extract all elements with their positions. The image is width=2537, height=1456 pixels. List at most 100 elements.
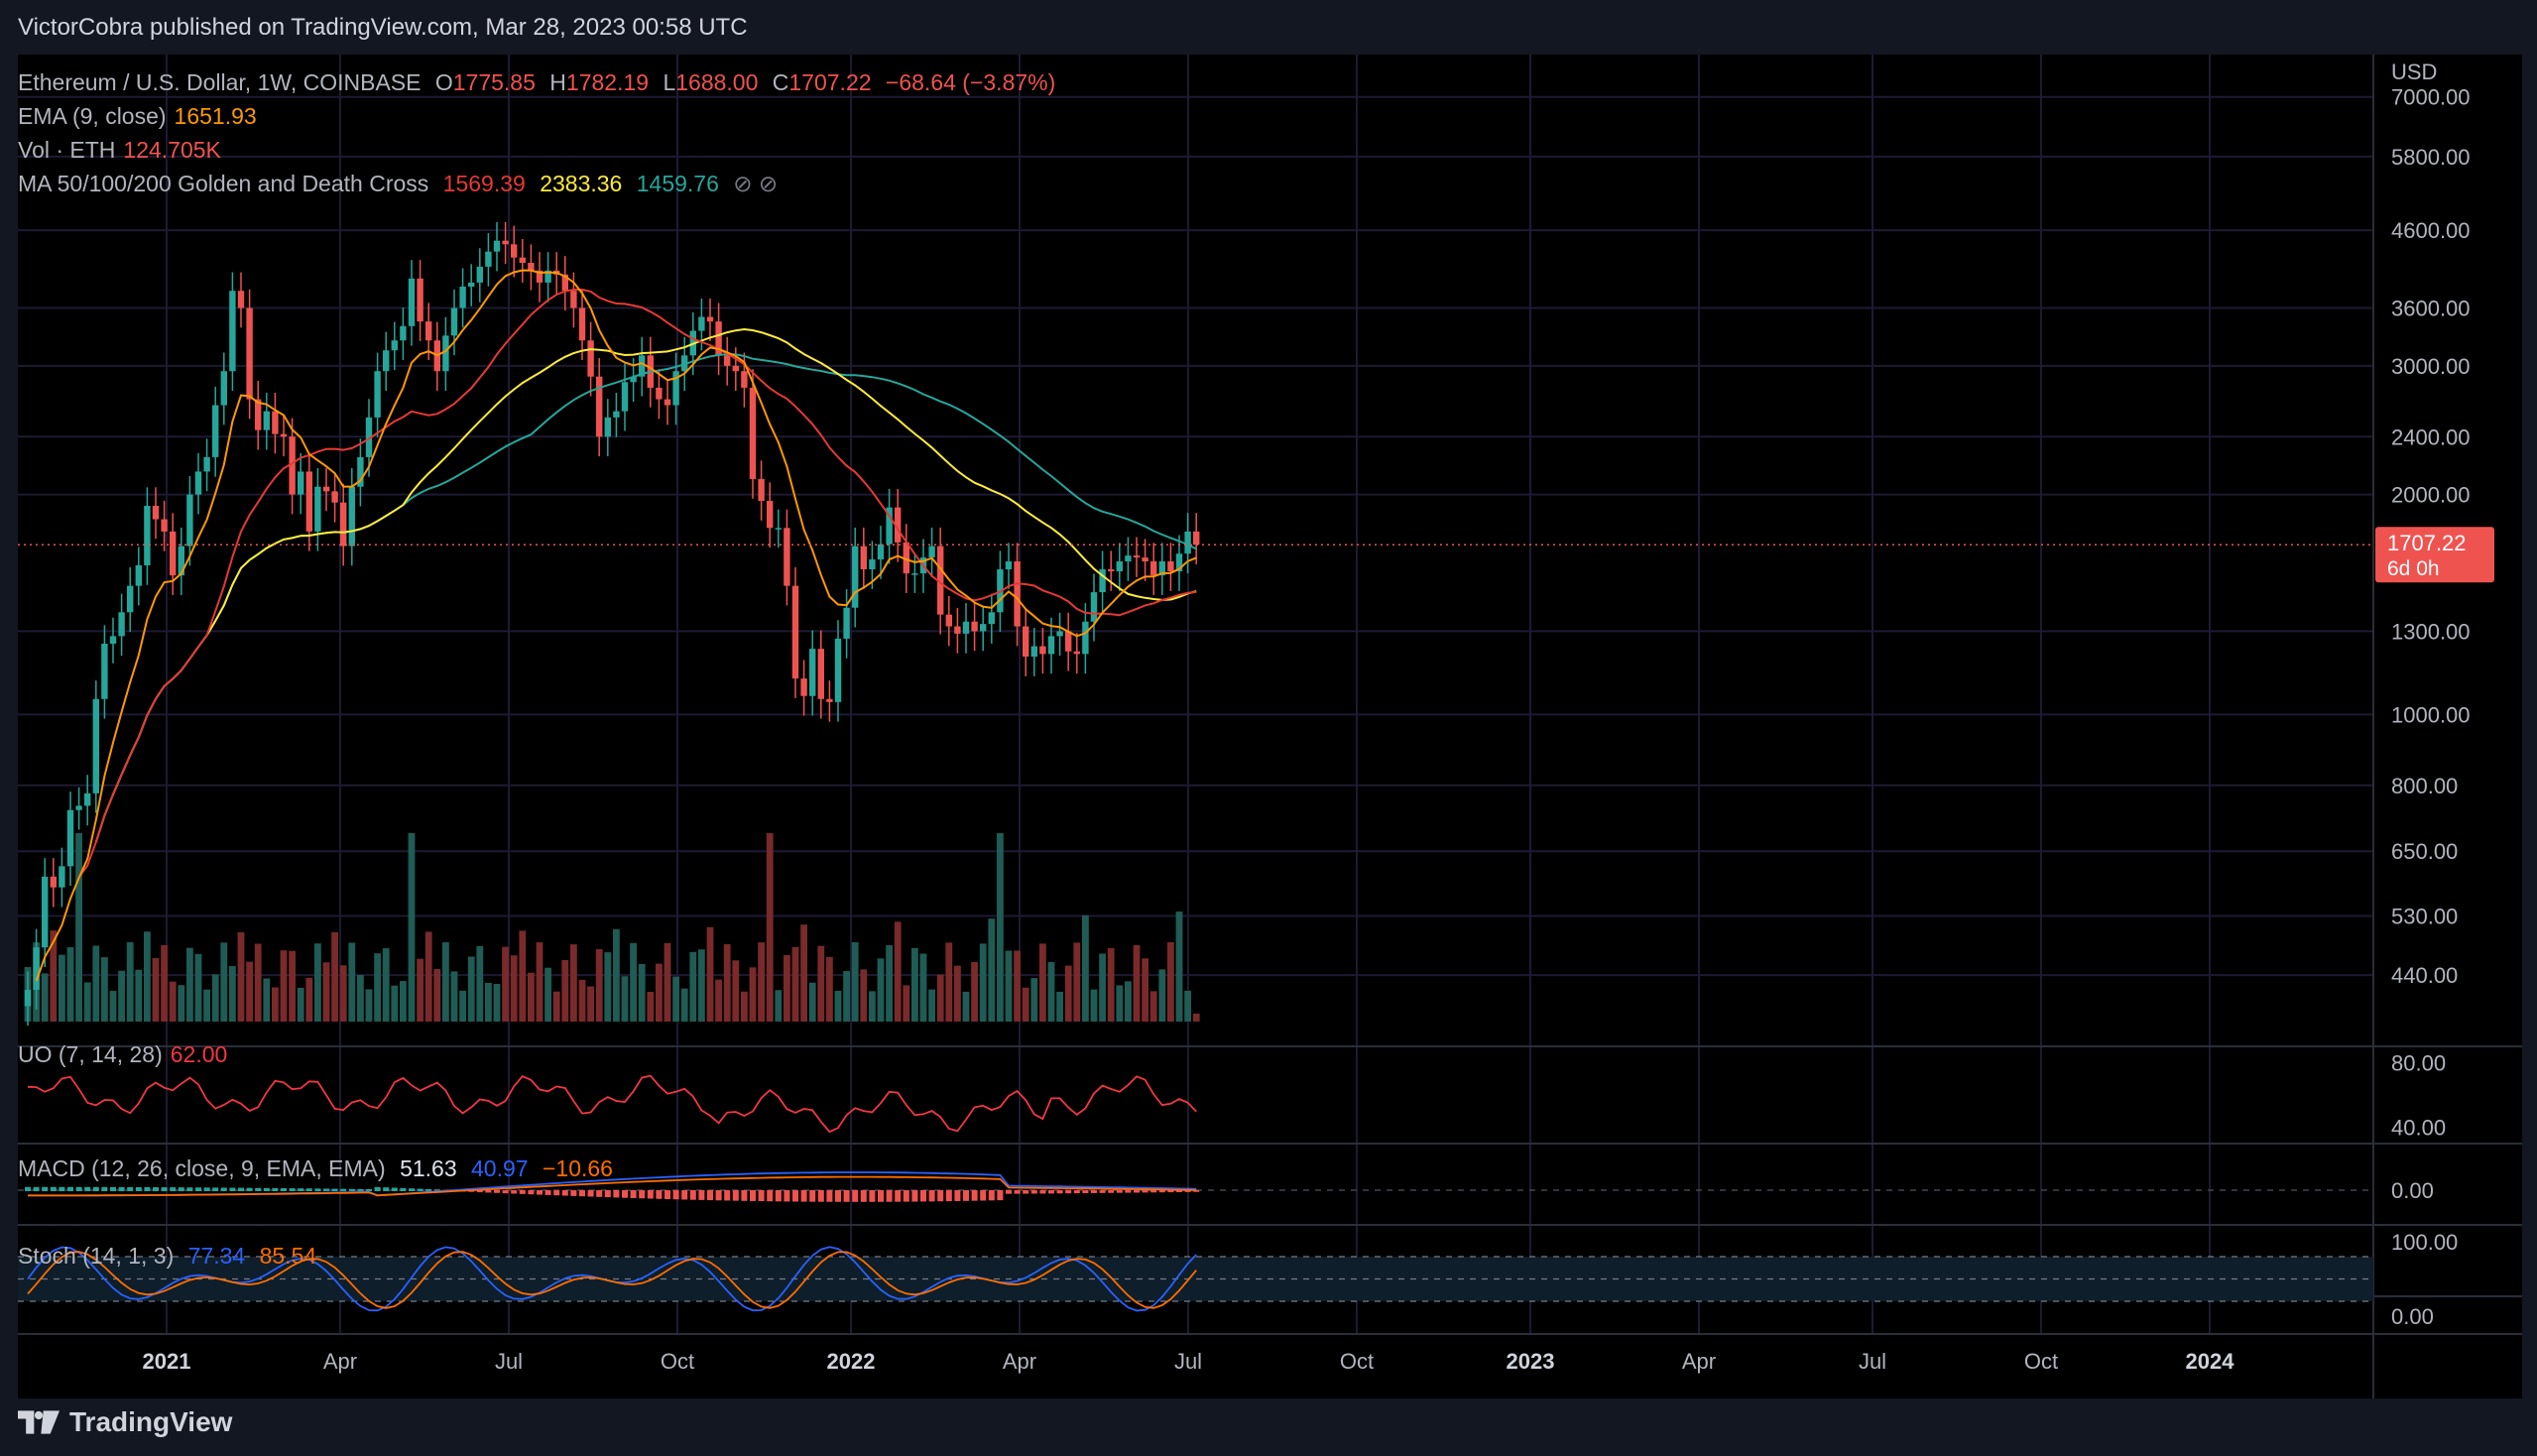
candle-body: [84, 792, 91, 806]
time-tick-label: Apr: [1003, 1349, 1036, 1374]
chart-area[interactable]: 1707.22 6d 0h USD 7000.00 5800.00 4600.00 3600…: [18, 55, 2522, 1398]
volume-bar: [766, 833, 774, 1022]
volume-bar: [467, 956, 475, 1022]
volume-bar: [741, 991, 748, 1022]
macd-hist-bar: [314, 1188, 321, 1191]
candle-body: [50, 876, 57, 888]
candle-body: [971, 621, 978, 632]
legend-stoch-row[interactable]: Stoch (14, 1, 3) 77.34 85.54: [18, 1243, 324, 1270]
macd-hist-bar: [67, 1186, 73, 1191]
candle-body: [442, 335, 449, 372]
stoch-tick-label: 0.00: [2391, 1304, 2434, 1329]
candle-body: [903, 542, 909, 574]
macd-hist-bar: [25, 1186, 31, 1191]
volume-bar: [109, 991, 117, 1022]
candle-body: [229, 291, 236, 372]
volume-bar: [784, 954, 790, 1022]
macd-hist-bar: [784, 1190, 790, 1202]
macd-hist-bar: [1150, 1190, 1157, 1193]
volume-bar: [1107, 947, 1115, 1022]
time-tick-label: 2022: [827, 1349, 876, 1374]
candle-body: [237, 291, 245, 308]
candle-body: [272, 411, 279, 434]
candle-body: [24, 989, 32, 1007]
macd-hist-bar: [1116, 1190, 1123, 1193]
volume-bar: [630, 942, 637, 1022]
legend-symbol[interactable]: Ethereum / U.S. Dollar, 1W, COINBASE: [18, 69, 422, 95]
candle-body: [519, 257, 526, 264]
candle-body: [852, 546, 859, 608]
volume-bar: [826, 956, 833, 1022]
macd-hist-bar: [127, 1186, 134, 1191]
candle-body: [391, 340, 398, 351]
volume-bar: [979, 943, 987, 1022]
candle-body: [152, 505, 160, 520]
volume-bar: [1142, 958, 1148, 1022]
macd-hist-bar: [869, 1190, 876, 1202]
volume-bar: [732, 960, 740, 1022]
macd-hist-bar: [75, 1186, 82, 1191]
macd-hist-bar: [911, 1190, 918, 1202]
legend-macd-row[interactable]: MACD (12, 26, close, 9, EMA, EMA) 51.63 …: [18, 1155, 621, 1182]
volume-bar: [851, 942, 859, 1022]
brand-name: TradingView: [69, 1406, 233, 1437]
candle-body: [1023, 626, 1029, 658]
volume-bar: [656, 963, 663, 1022]
volume-bar: [1082, 914, 1089, 1022]
macd-hist-bar: [409, 1188, 415, 1191]
macd-hist-bar: [1099, 1190, 1106, 1193]
candle-body: [348, 486, 355, 546]
legend-ema-row[interactable]: EMA (9, close) 1651.93: [18, 103, 265, 130]
legend-vol-row[interactable]: Vol · ETH 124.705K: [18, 137, 229, 164]
price-tick-label: 7000.00: [2391, 85, 2471, 110]
macd-hist-bar: [383, 1187, 390, 1191]
macd-hist-bar: [366, 1188, 372, 1191]
macd-hist-bar: [672, 1190, 679, 1200]
candle-body: [289, 436, 296, 495]
volume-bar: [800, 924, 807, 1022]
macd-hist-bar: [741, 1190, 748, 1201]
volume-bar: [672, 976, 679, 1022]
volume-bar: [194, 953, 202, 1022]
macd-hist-bar: [878, 1190, 884, 1202]
macd-hist-bar: [1030, 1190, 1037, 1194]
macd-hist-bar: [511, 1190, 518, 1194]
hidden-icon[interactable]: ⊘ ⊘: [733, 171, 779, 196]
candle-body: [1065, 631, 1072, 652]
macd-hist-bar: [374, 1186, 381, 1191]
macd-hist-bar: [1023, 1190, 1029, 1194]
volume-bar: [843, 971, 850, 1022]
macd-hist-bar: [1048, 1190, 1054, 1194]
legend-uo-row[interactable]: UO (7, 14, 28) 62.00: [18, 1041, 235, 1068]
macd-hist-bar: [945, 1190, 952, 1202]
volume-bar: [758, 942, 765, 1022]
candle-body: [639, 355, 646, 377]
vol-label: Vol · ETH: [18, 137, 116, 163]
candle-body: [1193, 531, 1200, 546]
high-value: 1782.19: [565, 69, 650, 95]
macd-hist-bar: [724, 1190, 731, 1201]
volume-bar: [365, 989, 373, 1022]
ema-label: EMA (9, close): [18, 103, 167, 129]
ma50-value: 1569.39: [442, 171, 526, 196]
volume-bar: [75, 833, 82, 1022]
last-price-label-bg: [2375, 527, 2494, 583]
candle-body: [280, 433, 288, 437]
macd-hist-bar: [281, 1187, 287, 1191]
candle-body: [809, 649, 816, 696]
macd-hist-bar: [101, 1186, 108, 1191]
macd-hist-bar: [792, 1190, 798, 1202]
currency-label: USD: [2391, 60, 2437, 84]
volume-bar: [544, 967, 551, 1022]
volume-bar: [450, 971, 458, 1022]
tradingview-logo[interactable]: TradingView: [18, 1406, 232, 1438]
candle-body: [775, 528, 782, 530]
stoch-tick-label: 100.00: [2391, 1230, 2458, 1255]
candle-body: [340, 502, 347, 546]
candle-body: [1082, 621, 1089, 655]
macd-hist-bar: [178, 1187, 184, 1191]
ma200-value: 1459.76: [636, 171, 719, 196]
volume-bar: [613, 928, 620, 1022]
legend-ma-row[interactable]: MA 50/100/200 Golden and Death Cross 156…: [18, 171, 785, 197]
